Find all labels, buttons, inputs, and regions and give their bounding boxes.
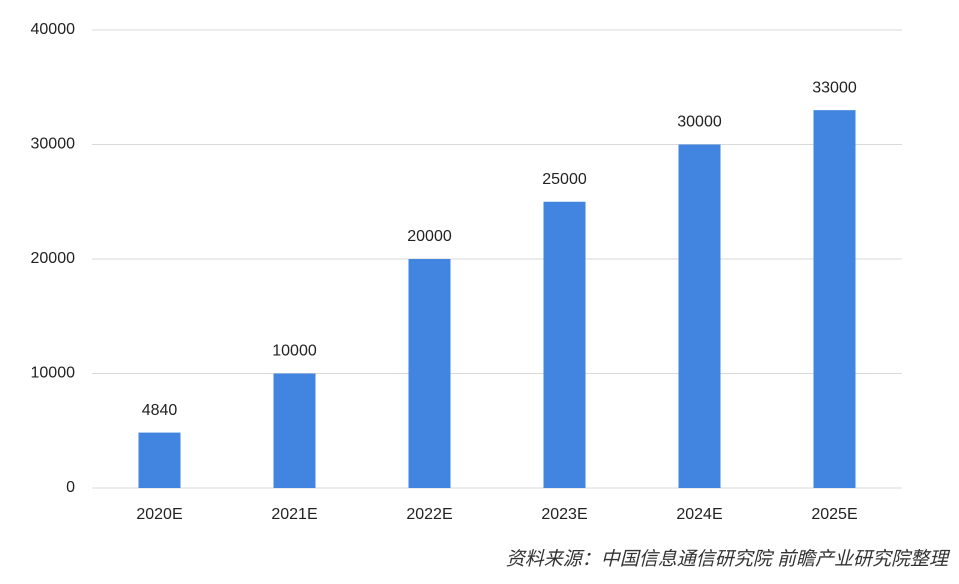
x-tick-label: 2020E [136,506,182,523]
x-tick-label: 2022E [406,506,452,523]
data-label: 4840 [142,402,178,419]
x-tick-label: 2023E [541,506,587,523]
y-tick-label: 20000 [31,250,76,267]
y-tick-label: 30000 [31,136,76,153]
bar [138,432,181,488]
x-tick-label: 2025E [811,506,857,523]
data-label: 10000 [272,343,317,360]
bar [813,110,856,489]
data-label: 25000 [542,171,587,188]
bar [678,144,721,488]
x-tick-label: 2021E [271,506,317,523]
bar [543,201,586,488]
y-tick-label: 10000 [31,365,76,382]
y-tick-label: 0 [66,479,75,496]
data-label: 30000 [677,114,722,131]
bar [408,259,451,488]
bar [273,373,316,488]
data-label: 33000 [812,79,857,96]
y-tick-label: 40000 [31,21,76,38]
source-note: 资料来源：中国信息通信研究院 前瞻产业研究院整理 [506,548,951,570]
x-tick-label: 2024E [676,506,722,523]
data-label: 20000 [407,228,452,245]
